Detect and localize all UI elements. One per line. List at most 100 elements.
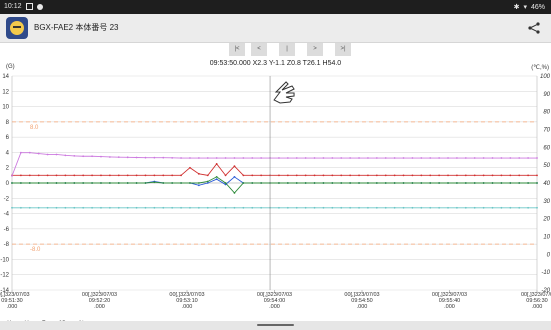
data-point — [206, 174, 209, 177]
data-point — [251, 182, 254, 184]
series-line-2 — [12, 176, 537, 186]
y-tick-label: -12 — [0, 273, 9, 279]
data-point — [536, 206, 538, 209]
data-point — [500, 174, 503, 177]
data-point — [447, 157, 449, 159]
data-point — [358, 206, 360, 209]
data-point — [482, 182, 485, 184]
data-point — [482, 174, 485, 177]
data-point — [242, 182, 245, 184]
data-point — [126, 156, 129, 159]
data-point — [393, 157, 396, 159]
data-point — [375, 182, 378, 184]
y-right-tick-label: 0 — [547, 252, 551, 258]
data-point — [64, 182, 67, 184]
data-point — [331, 182, 334, 184]
data-point — [367, 157, 369, 159]
data-point — [100, 174, 102, 177]
x-tick-label: 00[,]323/07/03 — [257, 292, 292, 298]
data-point — [278, 182, 280, 184]
data-point — [464, 174, 467, 177]
data-point — [251, 157, 254, 159]
y-right-tick-label: 50 — [543, 163, 550, 169]
data-point — [429, 182, 432, 184]
data-point — [215, 175, 218, 178]
data-point — [260, 182, 263, 184]
data-point — [233, 157, 236, 159]
data-point — [180, 206, 182, 209]
data-point — [500, 182, 503, 184]
data-point — [126, 206, 129, 209]
right-axis-unit: (℃,%) — [531, 65, 549, 71]
data-point — [162, 206, 165, 209]
data-point — [224, 157, 227, 159]
y-tick-label: 6 — [6, 135, 10, 141]
data-point — [384, 182, 387, 184]
data-point — [536, 182, 538, 184]
status-bar: 10:12 ✱ ▾ 46% — [0, 0, 551, 14]
data-point — [117, 206, 120, 209]
data-point — [126, 174, 129, 177]
data-point — [358, 182, 360, 184]
notification-icon — [25, 3, 33, 10]
data-point — [64, 174, 67, 177]
data-point — [473, 182, 476, 184]
data-point — [411, 206, 414, 209]
data-point — [171, 174, 174, 177]
data-point — [28, 206, 31, 209]
data-point — [206, 206, 209, 209]
y-tick-label: 8 — [6, 120, 10, 126]
data-point — [180, 174, 182, 177]
data-point — [358, 174, 360, 177]
status-time: 10:12 — [4, 3, 22, 10]
data-point — [464, 157, 467, 159]
data-point — [491, 157, 494, 159]
data-point — [286, 157, 289, 159]
data-point — [402, 182, 405, 184]
first-button[interactable]: |< — [229, 43, 245, 56]
data-point — [322, 206, 325, 209]
stop-button[interactable]: | — [279, 43, 295, 56]
y-tick-label: -10 — [0, 257, 9, 263]
data-point — [100, 182, 102, 184]
data-point — [473, 206, 476, 209]
last-button[interactable]: >| — [335, 43, 351, 56]
data-point — [28, 182, 31, 184]
data-point — [233, 175, 236, 178]
data-point — [527, 157, 530, 159]
data-point — [108, 182, 111, 184]
y-tick-label: 12 — [2, 89, 9, 95]
data-point — [215, 206, 218, 209]
left-axis-unit: (G) — [6, 64, 15, 70]
data-point — [393, 206, 396, 209]
data-point — [19, 151, 22, 154]
record-icon — [36, 3, 43, 10]
data-point — [206, 157, 209, 159]
data-point — [117, 174, 120, 177]
data-point — [19, 182, 22, 184]
data-point — [108, 206, 111, 209]
data-point — [242, 206, 245, 209]
next-button[interactable]: > — [307, 43, 323, 56]
x-tick-label: 00[,]323/07/03 — [0, 292, 30, 298]
app-logo-icon — [6, 17, 28, 39]
data-point — [162, 156, 165, 159]
data-point — [384, 157, 387, 159]
y-right-tick-label: 10 — [543, 235, 550, 241]
data-point — [73, 206, 76, 209]
data-point — [322, 157, 325, 159]
data-point — [37, 206, 40, 209]
data-point — [367, 174, 369, 177]
home-handle[interactable] — [257, 324, 294, 326]
data-point — [367, 206, 369, 209]
data-point — [55, 182, 58, 184]
share-icon[interactable] — [527, 21, 541, 35]
y-tick-label: -6 — [4, 227, 10, 233]
data-point — [349, 157, 352, 159]
data-point — [438, 174, 441, 177]
data-point — [153, 206, 156, 209]
data-point — [456, 157, 458, 159]
data-point — [313, 174, 316, 177]
prev-button[interactable]: < — [251, 43, 267, 56]
